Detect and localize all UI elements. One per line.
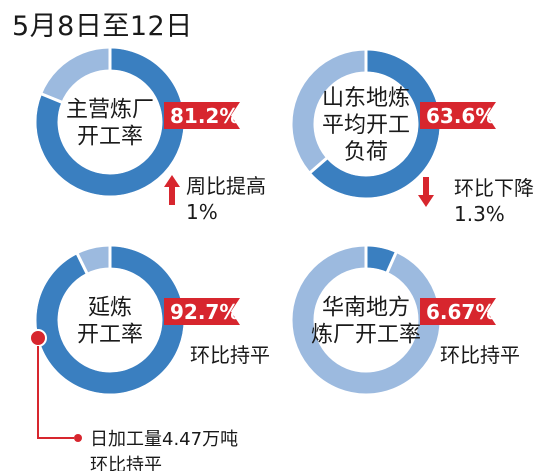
callout-dot [29,329,47,347]
donut-center-label: 开工率 [77,323,143,348]
arc-end-gap [40,92,63,104]
donut-center-label: 华南地方 [322,296,410,321]
arrow-up-icon [164,175,180,205]
donut-center-label: 炼厂开工率 [311,323,421,348]
arc-end-gap [385,251,398,274]
change-note: 周比提高 [186,174,266,198]
value-label: 92.7% [170,300,239,324]
change-note: 环比持平 [440,343,520,367]
callout-text: 环比持平 [90,455,162,471]
donut-value-arc [36,48,184,196]
change-note: 1% [186,200,218,224]
value-badge [164,102,240,129]
value-badge [164,298,240,325]
arc-end-gap [308,156,329,175]
arc-end-gap [75,252,89,275]
callout-text: 日加工量4.47万吨 [90,429,238,450]
donut-center-label: 负荷 [344,140,388,165]
value-label: 6.67% [426,300,495,324]
donut-center-label: 平均开工 [322,113,410,138]
donut-center-label: 主营炼厂 [66,98,154,123]
value-badge [420,298,496,325]
change-note: 环比持平 [190,343,270,367]
donut-value-arc [36,246,184,394]
donut-value-arc [365,246,396,273]
donut-center-label: 延炼 [88,296,132,321]
change-note: 环比下降 [454,176,534,200]
value-label: 81.2% [170,104,239,128]
donut-value-arc [310,50,440,198]
donut-center-label: 开工率 [77,125,143,150]
arrow-down-icon [418,177,434,207]
page-title: 5月8日至12日 [12,11,193,42]
value-label: 63.6% [426,104,495,128]
donut-center-label: 山东地炼 [322,86,410,111]
change-note: 1.3% [454,202,505,226]
callout-line [37,346,74,439]
value-badge [420,102,496,129]
callout-end-dot [74,434,82,442]
